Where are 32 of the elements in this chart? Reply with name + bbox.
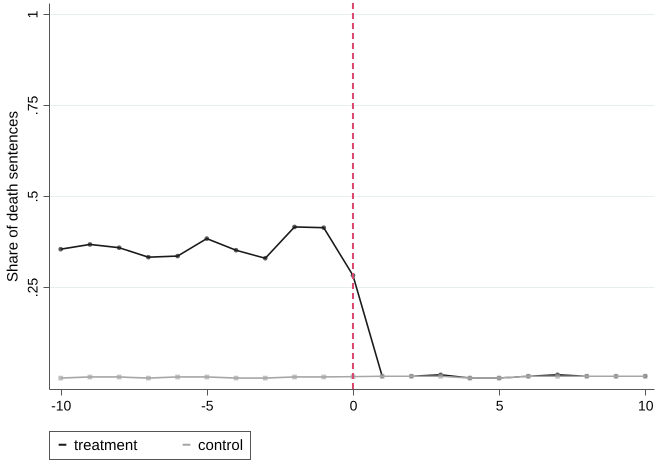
point: [175, 254, 180, 258]
point: [234, 248, 238, 253]
point: [204, 236, 210, 241]
point: [58, 246, 64, 252]
y-tick-label: .75: [24, 96, 40, 116]
point: [175, 374, 180, 380]
y-axis-title: Share of death sentences: [4, 111, 22, 282]
x-tick-label: 0: [350, 398, 358, 414]
point: [146, 376, 151, 380]
point: [262, 256, 268, 261]
point: [116, 245, 122, 250]
point: [204, 374, 210, 380]
point: [58, 376, 64, 380]
y-tick-label: 1: [24, 10, 40, 18]
point: [292, 224, 297, 230]
x-tick-label: 5: [496, 398, 504, 414]
point: [146, 254, 151, 260]
x-tick-label: -10: [51, 398, 72, 414]
y-tick-label: .25: [24, 278, 40, 298]
legend-label: treatment: [74, 436, 138, 454]
point: [292, 374, 297, 380]
point: [321, 225, 326, 230]
point: [116, 374, 122, 380]
point: [88, 374, 92, 380]
y-tick-label: .5: [24, 190, 40, 202]
point: [234, 376, 238, 380]
legend-label: control: [198, 436, 244, 454]
point: [262, 376, 268, 380]
point: [88, 242, 92, 247]
x-tick-label: -5: [201, 398, 214, 414]
point: [321, 374, 326, 380]
x-tick-label: 10: [638, 398, 654, 414]
